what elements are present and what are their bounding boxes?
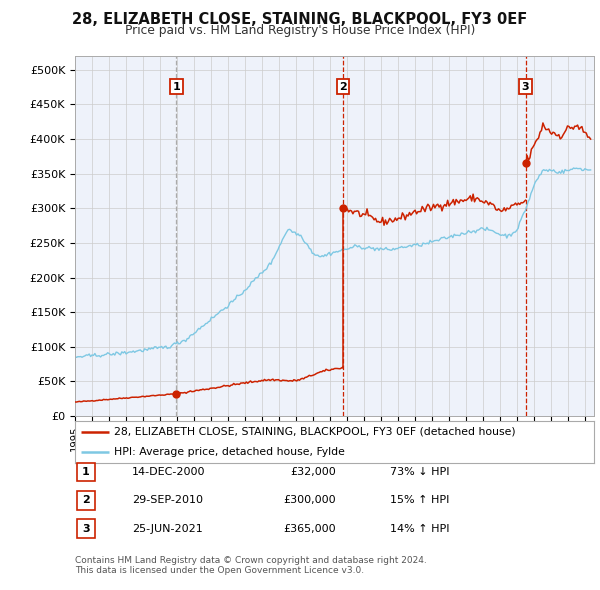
Text: Price paid vs. HM Land Registry's House Price Index (HPI): Price paid vs. HM Land Registry's House … bbox=[125, 24, 475, 37]
Text: £300,000: £300,000 bbox=[283, 496, 336, 505]
Text: 73% ↓ HPI: 73% ↓ HPI bbox=[390, 467, 449, 477]
Text: £365,000: £365,000 bbox=[283, 524, 336, 533]
Text: 14% ↑ HPI: 14% ↑ HPI bbox=[390, 524, 449, 533]
Text: £32,000: £32,000 bbox=[290, 467, 336, 477]
Text: 25-JUN-2021: 25-JUN-2021 bbox=[132, 524, 203, 533]
Text: 28, ELIZABETH CLOSE, STAINING, BLACKPOOL, FY3 0EF (detached house): 28, ELIZABETH CLOSE, STAINING, BLACKPOOL… bbox=[114, 427, 515, 437]
Text: HPI: Average price, detached house, Fylde: HPI: Average price, detached house, Fyld… bbox=[114, 447, 345, 457]
Text: 3: 3 bbox=[522, 81, 529, 91]
Text: 1: 1 bbox=[173, 81, 180, 91]
Text: 3: 3 bbox=[82, 524, 89, 533]
Text: 2: 2 bbox=[82, 496, 89, 505]
Text: 1: 1 bbox=[82, 467, 89, 477]
Text: 29-SEP-2010: 29-SEP-2010 bbox=[132, 496, 203, 505]
Text: 28, ELIZABETH CLOSE, STAINING, BLACKPOOL, FY3 0EF: 28, ELIZABETH CLOSE, STAINING, BLACKPOOL… bbox=[73, 12, 527, 27]
Text: Contains HM Land Registry data © Crown copyright and database right 2024.
This d: Contains HM Land Registry data © Crown c… bbox=[75, 556, 427, 575]
Text: 15% ↑ HPI: 15% ↑ HPI bbox=[390, 496, 449, 505]
Text: 14-DEC-2000: 14-DEC-2000 bbox=[132, 467, 205, 477]
Text: 2: 2 bbox=[339, 81, 347, 91]
